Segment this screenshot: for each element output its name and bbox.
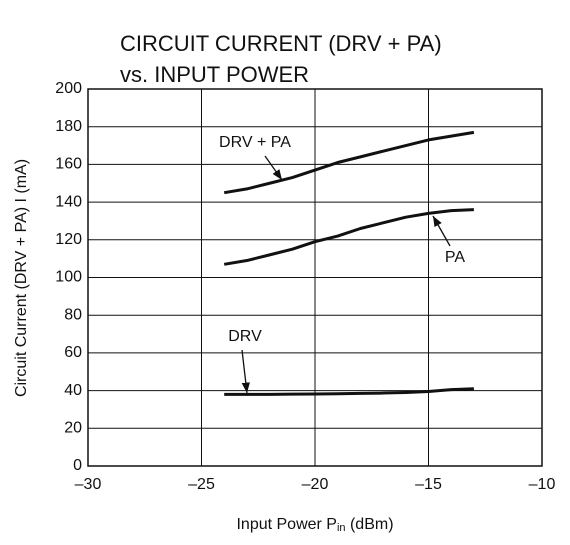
y-axis-label: Circuit Current (DRV + PA) I (mA) <box>13 159 30 397</box>
y-tick-label: 60 <box>64 344 82 361</box>
y-tick-label: 200 <box>55 80 82 97</box>
y-tick-label: 160 <box>55 156 82 173</box>
y-tick-label: 20 <box>64 420 82 437</box>
annotation-arrow <box>264 155 283 181</box>
annotation-arrow <box>432 215 451 247</box>
x-tick-label: –25 <box>188 476 215 493</box>
chart-title: CIRCUIT CURRENT (DRV + PA) <box>120 31 442 56</box>
y-tick-label: 180 <box>55 118 82 135</box>
series-label: DRV + PA <box>219 134 291 151</box>
x-tick-label: –20 <box>302 476 329 493</box>
y-tick-label: 40 <box>64 382 82 399</box>
y-tick-label: 120 <box>55 231 82 248</box>
y-tick-label: 0 <box>73 457 82 474</box>
y-tick-label: 140 <box>55 193 82 210</box>
x-axis-label-unit: (dBm) <box>346 516 394 533</box>
annotation-arrow <box>241 349 250 394</box>
y-tick-label: 100 <box>55 269 82 286</box>
x-axis-label: Input Power Pin (dBm) <box>236 516 393 534</box>
x-tick-label: –30 <box>75 476 102 493</box>
x-tick-label: –15 <box>415 476 442 493</box>
series-label: DRV <box>228 328 262 345</box>
series-label: PA <box>445 249 465 266</box>
series-line <box>224 387 474 396</box>
chart-title: vs. INPUT POWER <box>120 62 309 87</box>
series-line <box>223 208 474 266</box>
x-axis-label-main: Input Power P <box>236 516 337 533</box>
x-tick-label: –10 <box>529 476 556 493</box>
plot-frame <box>87 88 543 467</box>
x-axis-label-sub: in <box>337 522 346 534</box>
y-tick-label: 80 <box>64 306 82 323</box>
series-line <box>223 130 475 195</box>
